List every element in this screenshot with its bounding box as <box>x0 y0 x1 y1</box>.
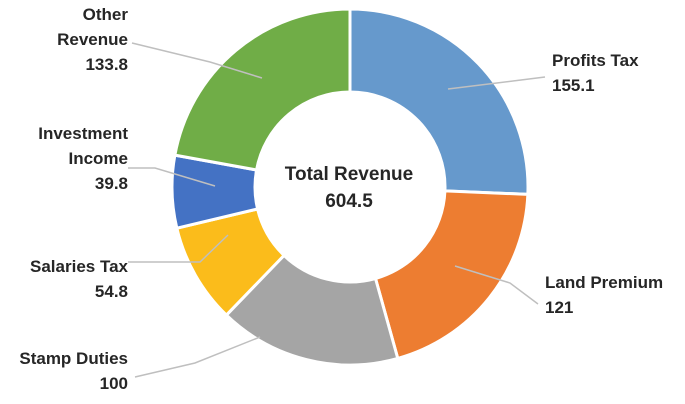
slice-label-4-line-0: Investment <box>38 124 128 143</box>
slice-label-3-line-0: Salaries Tax <box>30 257 129 276</box>
leader-line-2 <box>134 336 261 378</box>
center-value: 604.5 <box>325 191 373 212</box>
leader-lines <box>128 42 546 378</box>
slice-1 <box>373 189 530 361</box>
slice-label-4-line-1: Income <box>68 149 128 168</box>
leader-line-4 <box>128 167 216 187</box>
slice-label-5-line-0: Other <box>83 5 129 24</box>
leader-line-5 <box>131 42 263 79</box>
slice-value-5: 133.8 <box>85 55 128 74</box>
slice-value-2: 100 <box>100 374 128 393</box>
slice-5 <box>173 7 352 172</box>
slice-labels: Profits Tax 155.1 Land Premium 121 Stamp Dut… <box>19 5 663 393</box>
slice-label-5-line-1: Revenue <box>57 30 128 49</box>
slice-0 <box>348 7 530 196</box>
slice-value-1: 121 <box>545 298 573 317</box>
slice-label-2-line-0: Stamp Duties <box>19 349 128 368</box>
leader-line-3 <box>128 234 229 263</box>
center-title: Total Revenue <box>285 164 413 185</box>
slice-label-0-line-0: Profits Tax <box>552 51 639 70</box>
slice-label-1-line-0: Land Premium <box>545 273 663 292</box>
slices <box>170 7 530 367</box>
leader-line-1 <box>454 265 539 305</box>
leader-line-0 <box>447 76 546 90</box>
slice-value-0: 155.1 <box>552 76 595 95</box>
slice-value-4: 39.8 <box>95 174 128 193</box>
slice-value-3: 54.8 <box>95 282 128 301</box>
